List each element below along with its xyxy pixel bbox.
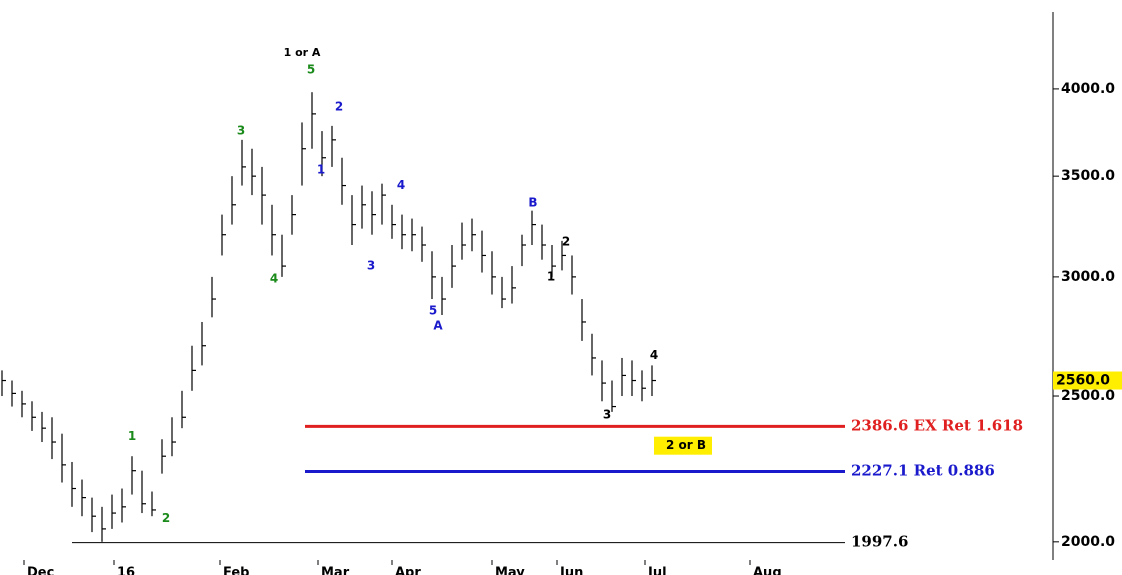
y-tick-label: 3000.0 bbox=[1061, 269, 1115, 285]
x-tick-label: Jun bbox=[559, 566, 583, 575]
x-tick-label: 16 bbox=[117, 566, 135, 575]
x-tick-label: Apr bbox=[395, 566, 421, 575]
annotation: 2 bbox=[562, 235, 570, 249]
x-tick-label: Aug bbox=[753, 566, 782, 575]
annotation: 1 bbox=[128, 429, 136, 443]
price-tag-label: 2560.0 bbox=[1056, 373, 1110, 389]
y-tick-label: 3500.0 bbox=[1061, 168, 1115, 184]
y-tick-label: 4000.0 bbox=[1061, 81, 1115, 97]
annotation: 2 or B bbox=[666, 438, 706, 452]
x-tick-label: Dec bbox=[27, 566, 54, 575]
annotation: 4 bbox=[397, 178, 405, 192]
annotation: 4 bbox=[650, 348, 658, 362]
x-tick-label: Mar bbox=[321, 566, 350, 575]
annotation: 3 bbox=[367, 259, 375, 273]
annotation: 1 or A bbox=[284, 46, 321, 59]
level-label: 2386.6 EX Ret 1.618 bbox=[851, 416, 1023, 434]
annotation: 5 bbox=[429, 304, 437, 318]
annotation: 1 bbox=[317, 162, 325, 176]
annotation: 1 bbox=[547, 269, 555, 283]
annotation: B bbox=[528, 195, 537, 209]
annotation: 2 bbox=[335, 99, 343, 113]
y-tick-label: 2500.0 bbox=[1061, 388, 1115, 404]
annotation: A bbox=[433, 319, 443, 333]
annotation: 3 bbox=[237, 123, 245, 137]
annotation: 5 bbox=[307, 62, 315, 76]
annotation: 4 bbox=[270, 272, 278, 286]
level-label: 2227.1 Ret 0.886 bbox=[851, 462, 995, 480]
x-tick-label: Jul bbox=[647, 566, 667, 575]
level-label: 1997.6 bbox=[851, 533, 908, 551]
price-tag bbox=[1053, 371, 1122, 390]
x-tick-label: May bbox=[495, 566, 525, 575]
y-tick-label: 2000.0 bbox=[1061, 534, 1115, 550]
x-tick-label: Feb bbox=[223, 566, 249, 575]
annotation: 2 bbox=[162, 511, 170, 525]
annotation: 3 bbox=[603, 407, 611, 421]
annotation-box bbox=[654, 436, 712, 455]
